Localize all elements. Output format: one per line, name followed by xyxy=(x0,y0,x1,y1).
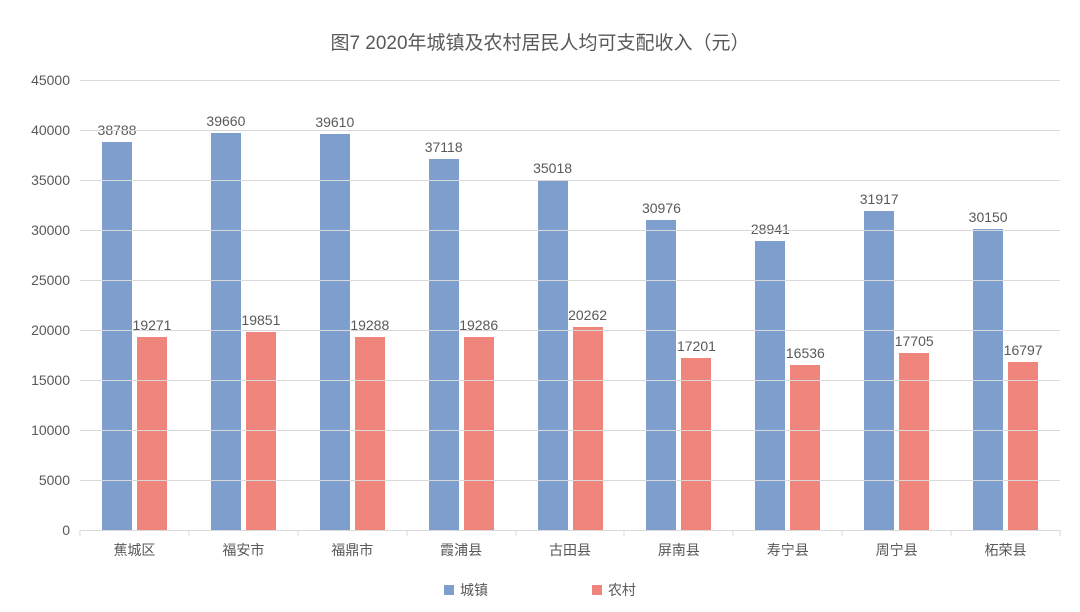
bar-value-label: 16797 xyxy=(993,342,1053,358)
category-group: 3961019288福鼎市 xyxy=(298,80,407,530)
category-group: 3015016797柘荣县 xyxy=(951,80,1060,530)
bar-value-label: 20262 xyxy=(558,307,618,323)
y-axis-tick-label: 20000 xyxy=(10,322,70,338)
bar-rural: 20262 xyxy=(573,327,603,530)
category-group: 3191717705周宁县 xyxy=(842,80,951,530)
gridline xyxy=(80,130,1060,131)
y-axis-tick-label: 10000 xyxy=(10,422,70,438)
bar-value-label: 28941 xyxy=(740,221,800,237)
bar-urban: 38788 xyxy=(102,142,132,530)
bar-rural: 19271 xyxy=(137,337,167,530)
legend-label-urban: 城镇 xyxy=(460,580,488,600)
bar-urban: 30976 xyxy=(646,220,676,530)
gridline xyxy=(80,80,1060,81)
bar-urban: 31917 xyxy=(864,211,894,530)
bar-value-label: 16536 xyxy=(775,345,835,361)
y-axis-tick-label: 40000 xyxy=(10,122,70,138)
category-group: 3501820262古田县 xyxy=(516,80,625,530)
y-axis-tick-label: 30000 xyxy=(10,222,70,238)
bars-row: 3878819271蕉城区3966019851福安市3961019288福鼎市3… xyxy=(80,80,1060,530)
bar-value-label: 17705 xyxy=(884,333,944,349)
legend-swatch-urban xyxy=(444,585,454,595)
x-axis-category-label: 福安市 xyxy=(189,540,298,560)
plot-area: 3878819271蕉城区3966019851福安市3961019288福鼎市3… xyxy=(80,80,1060,530)
y-axis-tick-label: 0 xyxy=(10,522,70,538)
bar-rural: 19286 xyxy=(464,337,494,530)
bar-urban: 39660 xyxy=(211,133,241,530)
legend-swatch-rural xyxy=(592,585,602,595)
x-axis-category-label: 屏南县 xyxy=(624,540,733,560)
bar-rural: 17201 xyxy=(681,358,711,530)
bar-value-label: 30150 xyxy=(958,209,1018,225)
legend-item-urban: 城镇 xyxy=(444,580,488,600)
x-axis-category-label: 柘荣县 xyxy=(951,540,1060,560)
bar-value-label: 30976 xyxy=(631,200,691,216)
x-axis-category-label: 寿宁县 xyxy=(733,540,842,560)
category-group: 3966019851福安市 xyxy=(189,80,298,530)
bar-value-label: 17201 xyxy=(666,338,726,354)
bar-rural: 19288 xyxy=(355,337,385,530)
gridline xyxy=(80,230,1060,231)
x-axis-category-label: 周宁县 xyxy=(842,540,951,560)
bar-value-label: 37118 xyxy=(414,139,474,155)
x-axis-category-label: 福鼎市 xyxy=(298,540,407,560)
bar-value-label: 39610 xyxy=(305,114,365,130)
y-axis-tick-label: 45000 xyxy=(10,72,70,88)
legend-item-rural: 农村 xyxy=(592,580,636,600)
gridline xyxy=(80,380,1060,381)
bar-value-label: 35018 xyxy=(523,160,583,176)
x-axis-category-label: 霞浦县 xyxy=(407,540,516,560)
bar-rural: 16797 xyxy=(1008,362,1038,530)
gridline xyxy=(80,430,1060,431)
bar-value-label: 31917 xyxy=(849,191,909,207)
bar-rural: 16536 xyxy=(790,365,820,530)
x-axis-category-label: 蕉城区 xyxy=(80,540,189,560)
chart-title: 图7 2020年城镇及农村居民人均可支配收入（元） xyxy=(0,28,1080,55)
category-group: 3878819271蕉城区 xyxy=(80,80,189,530)
bar-urban: 28941 xyxy=(755,241,785,530)
bar-urban: 37118 xyxy=(429,159,459,530)
legend: 城镇 农村 xyxy=(0,580,1080,600)
legend-label-rural: 农村 xyxy=(608,580,636,600)
gridline xyxy=(80,480,1060,481)
bar-value-label: 39660 xyxy=(196,113,256,129)
y-axis-tick-label: 35000 xyxy=(10,172,70,188)
bar-urban: 35018 xyxy=(538,180,568,530)
y-axis-tick-label: 5000 xyxy=(10,472,70,488)
chart-container: 图7 2020年城镇及农村居民人均可支配收入（元） 3878819271蕉城区3… xyxy=(0,0,1080,612)
bar-value-label: 19851 xyxy=(231,312,291,328)
category-group: 2894116536寿宁县 xyxy=(733,80,842,530)
gridline xyxy=(80,330,1060,331)
gridline xyxy=(80,530,1060,531)
y-axis-tick-label: 15000 xyxy=(10,372,70,388)
x-axis-category-label: 古田县 xyxy=(516,540,625,560)
y-axis-tick-label: 25000 xyxy=(10,272,70,288)
gridline xyxy=(80,280,1060,281)
gridline xyxy=(80,180,1060,181)
category-group: 3097617201屏南县 xyxy=(624,80,733,530)
category-group: 3711819286霞浦县 xyxy=(407,80,516,530)
